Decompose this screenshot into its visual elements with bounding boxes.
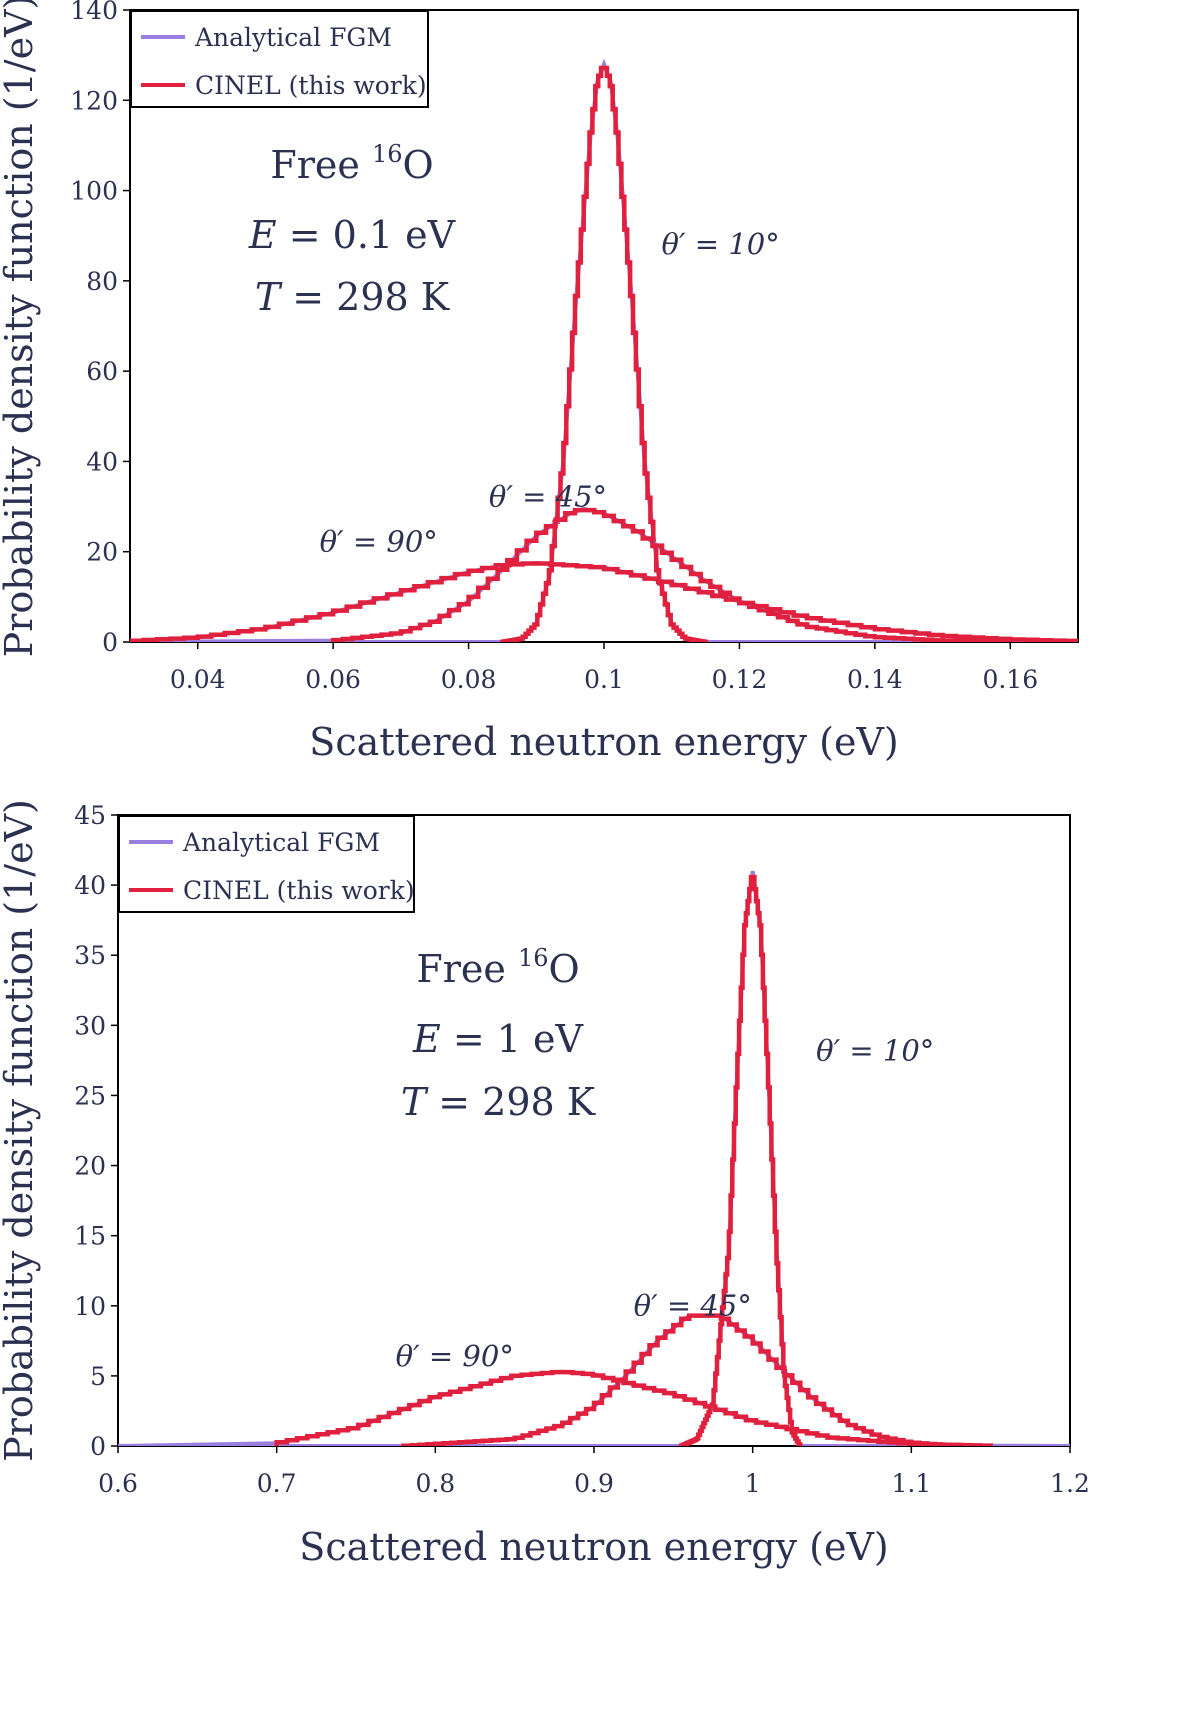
info-element: O xyxy=(402,143,433,187)
y-tick-label: 40 xyxy=(86,447,118,476)
y-tick-label: 35 xyxy=(74,941,106,970)
y-tick-label: 20 xyxy=(74,1152,106,1181)
x-tick-label: 0.12 xyxy=(712,665,768,694)
info-energy: E = 1 eV xyxy=(412,1017,583,1061)
info-temperature-symbol: T xyxy=(401,1080,429,1124)
y-tick-label: 30 xyxy=(74,1011,106,1040)
y-tick-label: 5 xyxy=(90,1362,106,1391)
y-tick-label: 15 xyxy=(74,1222,106,1251)
y-tick-label: 40 xyxy=(74,871,106,900)
y-axis-title: Probability density function (1/eV) xyxy=(0,0,41,657)
y-tick-label: 45 xyxy=(74,801,106,830)
info-energy: E = 0.1 eV xyxy=(248,213,456,257)
x-tick-label: 1 xyxy=(745,1469,761,1498)
angle-annotation: θ′ = 10° xyxy=(662,227,780,261)
x-tick-label: 0.9 xyxy=(574,1469,614,1498)
y-tick-label: 60 xyxy=(86,357,118,386)
analytical-fgm-line xyxy=(118,870,1070,1446)
y-tick-label: 100 xyxy=(70,177,118,206)
x-tick-label: 0.04 xyxy=(170,665,226,694)
info-temperature: T = 298 K xyxy=(255,275,450,319)
x-tick-label: 0.08 xyxy=(441,665,497,694)
info-nuclide: Free 16O xyxy=(416,944,579,991)
angle-annotation: θ′ = 90° xyxy=(320,525,438,559)
analytical-fgm-line xyxy=(130,560,1078,642)
angle-annotation: θ′ = 10° xyxy=(816,1033,934,1067)
x-tick-label: 0.16 xyxy=(982,665,1038,694)
x-tick-label: 0.7 xyxy=(257,1469,297,1498)
legend: Analytical FGM CINEL (this work) xyxy=(118,815,415,913)
y-tick-label: 0 xyxy=(90,1432,106,1461)
x-axis-title: Scattered neutron energy (eV) xyxy=(299,1525,888,1569)
cinel-histogram-line xyxy=(679,874,803,1446)
angle-annotation: θ′ = 45° xyxy=(489,480,607,514)
info-energy-value: = 0.1 eV xyxy=(277,213,456,257)
y-tick-label: 20 xyxy=(86,538,118,567)
y-tick-label: 140 xyxy=(70,0,118,25)
cinel-histogram-line xyxy=(130,561,1078,642)
x-tick-label: 1.1 xyxy=(891,1469,931,1498)
x-tick-label: 0.8 xyxy=(415,1469,455,1498)
legend-entry: CINEL (this work) xyxy=(195,71,427,100)
info-temperature-symbol: T xyxy=(255,275,283,319)
legend: Analytical FGM CINEL (this work) xyxy=(130,10,429,108)
info-nuclide: Free 16O xyxy=(270,140,433,187)
x-tick-label: 0.6 xyxy=(98,1469,138,1498)
legend-box xyxy=(130,10,429,108)
y-axis-title: Probability density function (1/eV) xyxy=(0,799,41,1462)
x-tick-label: 0.1 xyxy=(584,665,624,694)
y-tick-label: 10 xyxy=(74,1292,106,1321)
cinel-histogram-line xyxy=(330,507,1013,642)
angle-annotation: θ′ = 90° xyxy=(396,1339,514,1373)
x-tick-label: 0.14 xyxy=(847,665,903,694)
cinel-histogram-line xyxy=(401,1313,962,1446)
y-tick-label: 80 xyxy=(86,267,118,296)
plot-area xyxy=(118,870,1070,1446)
legend-box xyxy=(118,815,415,913)
cinel-histogram-line xyxy=(500,65,708,642)
chart-top: 0 20 40 60 80 100 120 140 0.04 0.06 0.08 0.1 0.12 0.1… xyxy=(0,0,1079,764)
info-mass-number: 16 xyxy=(372,140,403,168)
plot-area xyxy=(130,58,1078,642)
info-temperature-value: = 298 K xyxy=(426,1080,596,1124)
legend-entry: Analytical FGM xyxy=(194,23,392,52)
x-tick-label: 0.06 xyxy=(305,665,361,694)
cinel-histogram-line xyxy=(274,1369,993,1446)
y-tick-label: 25 xyxy=(74,1081,106,1110)
legend-entry: CINEL (this work) xyxy=(183,876,415,905)
legend-entry: Analytical FGM xyxy=(182,828,380,857)
y-tick-label: 120 xyxy=(70,86,118,115)
info-energy-symbol: E xyxy=(248,213,277,257)
x-tick-label: 1.2 xyxy=(1050,1469,1090,1498)
info-element: O xyxy=(548,947,579,991)
info-energy-value: = 1 eV xyxy=(441,1017,584,1061)
chart-bottom: 0 5 10 15 20 25 30 35 40 45 0.6 0.7 0.8 0.9 1 1.1 1.2 Sca… xyxy=(0,799,1090,1569)
info-temperature-value: = 298 K xyxy=(280,275,450,319)
info-energy-symbol: E xyxy=(412,1017,441,1061)
info-free: Free xyxy=(416,947,518,991)
y-tick-label: 0 xyxy=(102,628,118,657)
analytical-fgm-line xyxy=(118,1313,1070,1446)
info-temperature: T = 298 K xyxy=(401,1080,596,1124)
analytical-fgm-line xyxy=(130,506,1078,642)
x-axis-title: Scattered neutron energy (eV) xyxy=(309,720,898,764)
info-mass-number: 16 xyxy=(518,944,549,972)
info-free: Free xyxy=(270,143,372,187)
angle-annotation: θ′ = 45° xyxy=(634,1289,752,1323)
